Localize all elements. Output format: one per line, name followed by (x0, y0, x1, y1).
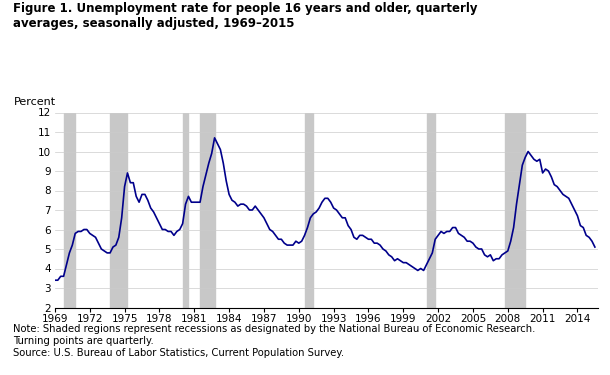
Text: Figure 1. Unemployment rate for people 16 years and older, quarterly
averages, s: Figure 1. Unemployment rate for people 1… (13, 2, 478, 30)
Bar (426, 112, 435, 308)
Bar (110, 112, 127, 308)
Text: Percent: Percent (13, 97, 56, 107)
Bar (63, 112, 75, 308)
Bar (200, 112, 215, 308)
Bar (505, 112, 525, 308)
Text: Note: Shaded regions represent recessions as designated by the National Bureau o: Note: Shaded regions represent recession… (13, 324, 536, 358)
Bar (182, 112, 188, 308)
Bar (304, 112, 314, 308)
